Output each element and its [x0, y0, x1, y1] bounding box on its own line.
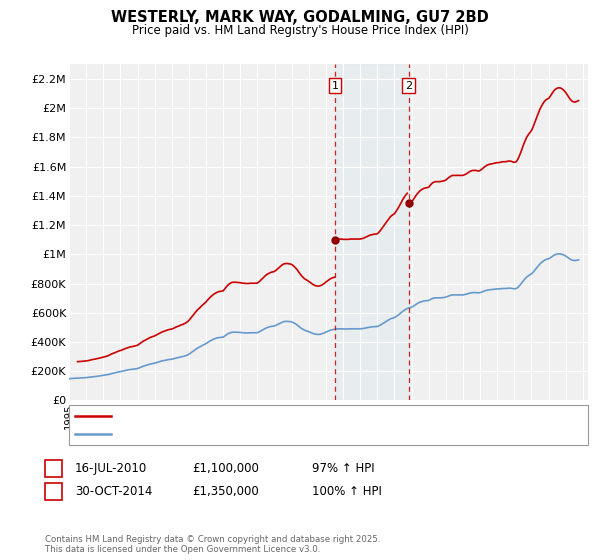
Text: 1: 1 — [332, 81, 338, 91]
Text: WESTERLY, MARK WAY, GODALMING, GU7 2BD: WESTERLY, MARK WAY, GODALMING, GU7 2BD — [111, 10, 489, 25]
Text: WESTERLY, MARK WAY, GODALMING, GU7 2BD (detached house): WESTERLY, MARK WAY, GODALMING, GU7 2BD (… — [120, 411, 456, 421]
Text: 2: 2 — [50, 484, 57, 498]
Text: £1,100,000: £1,100,000 — [192, 462, 259, 475]
Text: 97% ↑ HPI: 97% ↑ HPI — [312, 462, 374, 475]
Text: 16-JUL-2010: 16-JUL-2010 — [75, 462, 147, 475]
Text: 30-OCT-2014: 30-OCT-2014 — [75, 484, 152, 498]
Text: 100% ↑ HPI: 100% ↑ HPI — [312, 484, 382, 498]
Text: £1,350,000: £1,350,000 — [192, 484, 259, 498]
Text: Contains HM Land Registry data © Crown copyright and database right 2025.
This d: Contains HM Land Registry data © Crown c… — [45, 535, 380, 554]
Bar — [335, 64, 409, 400]
Text: 2: 2 — [405, 81, 412, 91]
Text: Price paid vs. HM Land Registry's House Price Index (HPI): Price paid vs. HM Land Registry's House … — [131, 24, 469, 36]
Text: 1: 1 — [50, 462, 57, 475]
Text: HPI: Average price, detached house, Waverley: HPI: Average price, detached house, Wave… — [120, 429, 361, 439]
